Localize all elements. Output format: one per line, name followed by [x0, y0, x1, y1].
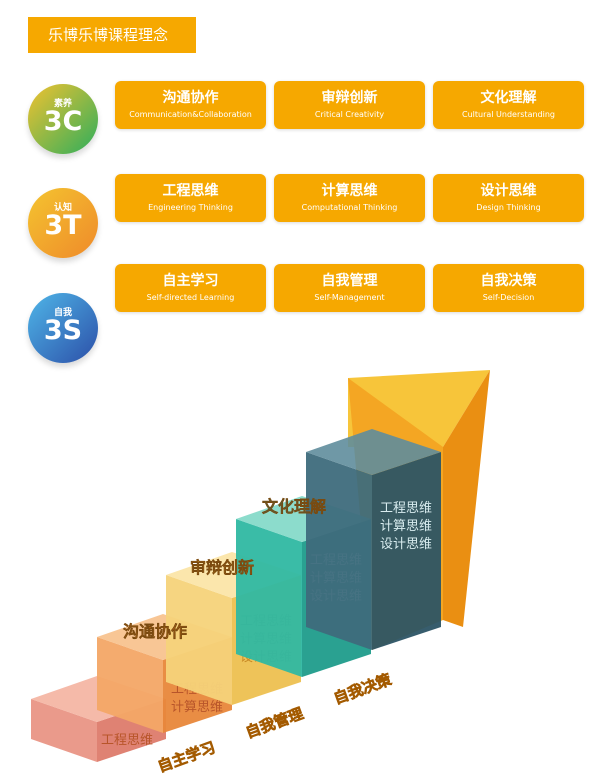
concept-zh: 审辩创新	[321, 90, 378, 106]
concept-card: 自主学习 Self-directed Learning	[115, 264, 266, 312]
concept-en: Communication&Collaboration	[129, 110, 252, 119]
concept-card: 自我决策 Self-Decision	[433, 264, 584, 312]
concept-zh: 设计思维	[480, 183, 537, 199]
step-top-face	[306, 429, 441, 475]
concept-card: 自我管理 Self-Management	[274, 264, 425, 312]
floor-label: 自主学习	[155, 738, 218, 775]
concept-zh: 计算思维	[321, 183, 378, 199]
step-top-label: 文化理解	[262, 497, 326, 516]
badge-code: 3S	[43, 315, 83, 346]
badge-subtitle: 认知	[53, 203, 72, 213]
badge-subtitle: 自我	[53, 308, 72, 318]
concept-en: Self-Decision	[482, 293, 535, 302]
concept-card: 审辩创新 Critical Creativity	[274, 81, 425, 129]
badge-subtitle: 素养	[53, 99, 72, 109]
badge-code: 3C	[43, 106, 83, 137]
title-banner: 乐博乐博课程理念	[28, 17, 196, 53]
step-face-label: 工程思维	[380, 501, 432, 516]
arrow-side	[443, 370, 490, 627]
concept-en: Self-directed Learning	[146, 293, 235, 302]
step-right-face	[372, 452, 441, 650]
concept-en: Critical Creativity	[314, 110, 385, 119]
concept-card: 工程思维 Engineering Thinking	[115, 174, 266, 222]
step-face-label: 计算思维	[171, 700, 223, 715]
step-top-label: 审辩创新	[190, 558, 254, 577]
concept-en: Self-Management	[314, 293, 385, 302]
step-left-face	[236, 519, 302, 677]
step-left-face	[31, 699, 97, 762]
step-top-label: 沟通协作	[123, 622, 187, 641]
badge-code: 3T	[44, 210, 82, 241]
concept-en: Design Thinking	[476, 203, 541, 212]
step-left-face	[306, 452, 372, 650]
concept-zh: 沟通协作	[162, 90, 219, 106]
concept-en: Cultural Understanding	[462, 110, 555, 119]
concept-card: 设计思维 Design Thinking	[433, 174, 584, 222]
floor-label: 自我决策	[331, 670, 394, 708]
concept-card: 文化理解 Cultural Understanding	[433, 81, 584, 129]
concept-zh: 自我决策	[480, 273, 537, 289]
step-top-face	[236, 496, 371, 542]
step-top-face	[166, 552, 301, 598]
concept-en: Computational Thinking	[301, 203, 398, 212]
step-face-label: 工程思维	[101, 733, 153, 748]
step-top-face	[97, 614, 232, 660]
concept-en: Engineering Thinking	[148, 203, 233, 212]
category-badge-3s: 自我 3S	[28, 293, 98, 363]
concept-zh: 自主学习	[162, 273, 219, 289]
floor-label: 自我管理	[243, 704, 306, 741]
concept-zh: 工程思维	[162, 183, 219, 199]
step-left-face	[97, 637, 163, 733]
concept-zh: 文化理解	[480, 90, 537, 106]
category-badge-3t: 认知 3T	[28, 188, 98, 258]
category-badge-3c: 素养 3C	[28, 84, 98, 154]
step-face-label: 设计思维	[380, 537, 432, 552]
concept-card: 计算思维 Computational Thinking	[274, 174, 425, 222]
step-face-label: 计算思维	[380, 519, 432, 534]
concept-zh: 自我管理	[321, 273, 378, 289]
concept-card: 沟通协作 Communication&Collaboration	[115, 81, 266, 129]
step-left-face	[166, 575, 232, 705]
